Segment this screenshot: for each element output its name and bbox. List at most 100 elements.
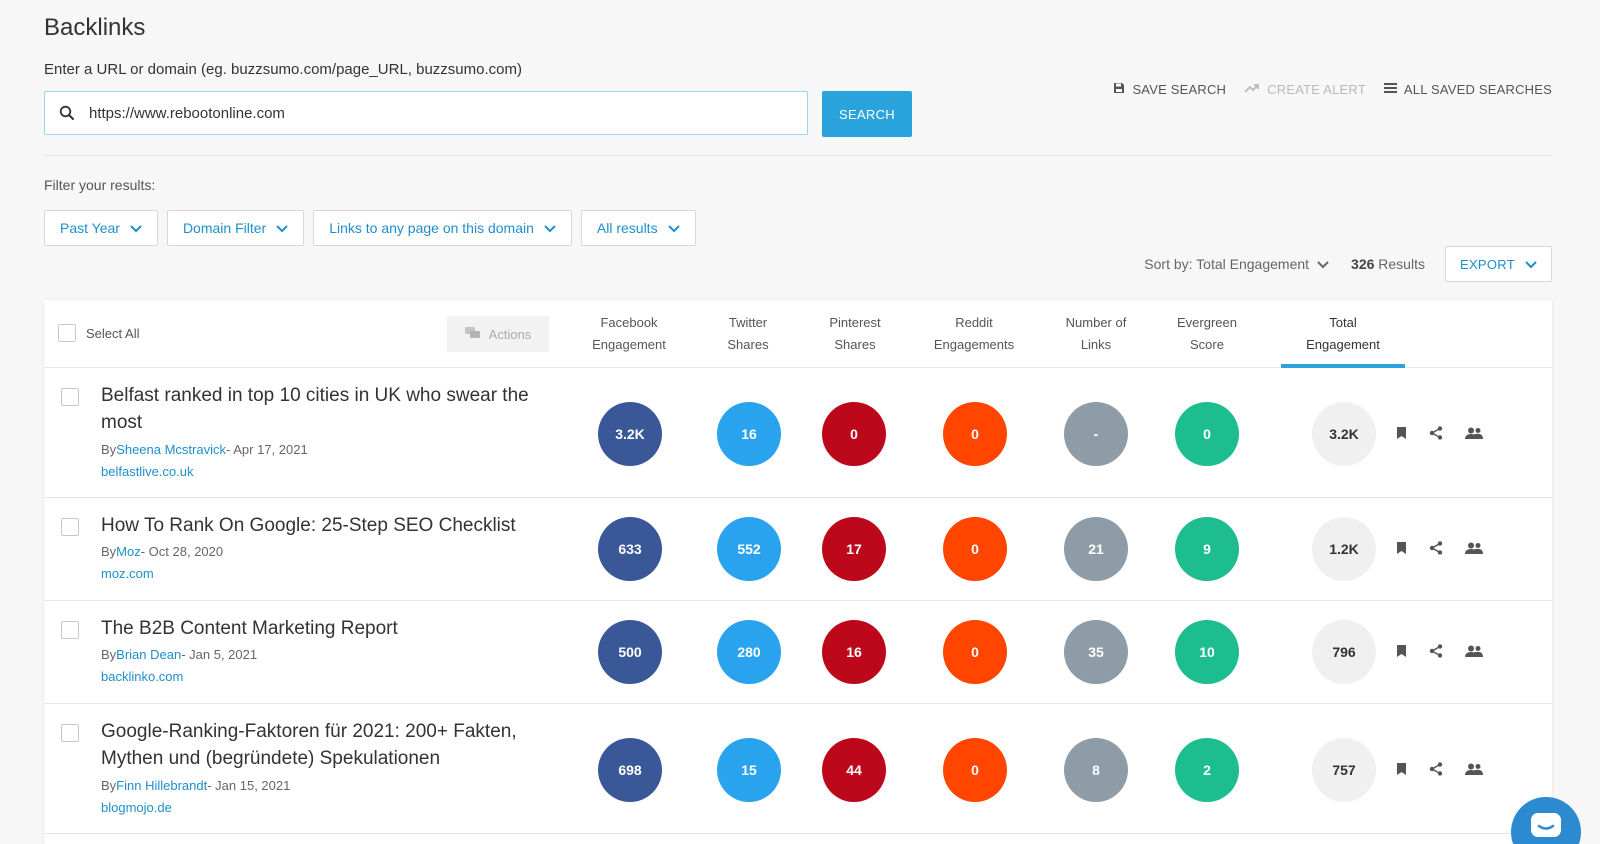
chevron-down-icon bbox=[667, 220, 680, 236]
influencers-icon[interactable] bbox=[1465, 542, 1483, 555]
select-all-checkbox[interactable] bbox=[58, 324, 76, 342]
by-label: By bbox=[101, 442, 117, 457]
table-row: Belfast ranked in top 10 cities in UK wh… bbox=[44, 368, 1552, 498]
actions-label: Actions bbox=[488, 326, 532, 342]
actions-button[interactable]: Actions bbox=[447, 316, 549, 352]
chat-icon bbox=[1529, 811, 1563, 842]
evergreen-score-value: 2 bbox=[1175, 738, 1239, 802]
twitter-shares-value: 15 bbox=[717, 738, 781, 802]
create-alert-button[interactable]: CREATE ALERT bbox=[1244, 82, 1366, 97]
bookmark-icon[interactable] bbox=[1396, 644, 1407, 658]
row-checkbox[interactable] bbox=[61, 518, 79, 536]
col-facebook-line1: Facebook bbox=[600, 315, 658, 330]
trending-up-icon bbox=[1244, 82, 1260, 97]
filter-results-label: All results bbox=[596, 220, 658, 236]
row-checkbox[interactable] bbox=[61, 388, 79, 406]
row-checkbox[interactable] bbox=[61, 621, 79, 639]
reddit-engagements-value: 0 bbox=[943, 620, 1007, 684]
pinterest-shares-value: 16 bbox=[822, 620, 886, 684]
sort-dropdown[interactable]: Sort by: Total Engagement bbox=[1144, 256, 1329, 272]
author-link[interactable]: Brian Dean bbox=[116, 647, 182, 662]
chevron-down-icon bbox=[1317, 256, 1329, 272]
bookmark-icon[interactable] bbox=[1396, 426, 1407, 440]
filter-date-label: Past Year bbox=[60, 220, 120, 236]
reddit-engagements-value: 0 bbox=[943, 517, 1007, 581]
evergreen-score-value: 9 bbox=[1175, 517, 1239, 581]
article-meta: ByBrian Dean- Jan 5, 2021 bbox=[101, 647, 257, 662]
col-links-line1: Number of bbox=[1065, 315, 1127, 330]
search-box bbox=[44, 91, 808, 135]
all-saved-searches-label: ALL SAVED SEARCHES bbox=[1403, 82, 1552, 97]
filter-domain-dropdown[interactable]: Domain Filter bbox=[166, 210, 305, 246]
col-links-line2: Links bbox=[1080, 337, 1112, 352]
number-of-links-value: 21 bbox=[1064, 517, 1128, 581]
number-of-links-value: 8 bbox=[1064, 738, 1128, 802]
col-twitter[interactable]: Twitter Shares bbox=[688, 312, 808, 356]
col-evergreen-line1: Evergreen bbox=[1177, 315, 1237, 330]
evergreen-score-value: 10 bbox=[1175, 620, 1239, 684]
author-link[interactable]: Moz bbox=[116, 544, 141, 559]
col-twitter-line1: Twitter bbox=[728, 315, 768, 330]
results-count: 326 Results bbox=[1351, 256, 1425, 272]
results-number: 326 bbox=[1351, 256, 1375, 272]
influencers-icon[interactable] bbox=[1465, 427, 1483, 440]
col-facebook[interactable]: Facebook Engagement bbox=[569, 312, 689, 356]
article-title-link[interactable]: Google-Ranking-Faktoren für 2021: 200+ F… bbox=[101, 721, 517, 769]
col-pinterest[interactable]: Pinterest Shares bbox=[795, 312, 915, 356]
domain-link[interactable]: belfastlive.co.uk bbox=[101, 464, 194, 479]
author-link[interactable]: Sheena Mcstravick bbox=[116, 442, 226, 457]
influencers-icon[interactable] bbox=[1465, 763, 1483, 776]
sort-row: Sort by: Total Engagement 326 Results EX… bbox=[1144, 246, 1552, 282]
col-total[interactable]: Total Engagement bbox=[1283, 312, 1403, 356]
col-reddit[interactable]: Reddit Engagements bbox=[914, 312, 1034, 356]
filter-links-dropdown[interactable]: Links to any page on this domain bbox=[313, 210, 572, 246]
select-all[interactable]: Select All bbox=[58, 324, 139, 342]
table-row: Google-Ranking-Faktoren für 2021: 200+ F… bbox=[44, 704, 1552, 834]
save-search-button[interactable]: SAVE SEARCH bbox=[1113, 82, 1226, 97]
col-facebook-line2: Engagement bbox=[592, 337, 666, 352]
col-twitter-line2: Shares bbox=[727, 337, 769, 352]
table-body: Belfast ranked in top 10 cities in UK wh… bbox=[44, 368, 1552, 834]
filter-links-label: Links to any page on this domain bbox=[329, 220, 534, 236]
domain-link[interactable]: blogmojo.de bbox=[101, 800, 172, 815]
evergreen-score-value: 0 bbox=[1175, 402, 1239, 466]
share-icon[interactable] bbox=[1429, 762, 1443, 776]
bookmark-icon[interactable] bbox=[1396, 541, 1407, 555]
divider bbox=[44, 155, 1552, 156]
total-engagement-value: 1.2K bbox=[1312, 517, 1376, 581]
filter-results-dropdown[interactable]: All results bbox=[580, 210, 696, 246]
row-checkbox[interactable] bbox=[61, 724, 79, 742]
col-evergreen[interactable]: Evergreen Score bbox=[1147, 312, 1267, 356]
row-actions bbox=[1396, 762, 1483, 776]
article-title-link[interactable]: Belfast ranked in top 10 cities in UK wh… bbox=[101, 385, 529, 433]
facebook-engagement-value: 3.2K bbox=[598, 402, 662, 466]
pinterest-shares-value: 0 bbox=[822, 402, 886, 466]
search-input[interactable] bbox=[89, 104, 807, 122]
share-icon[interactable] bbox=[1429, 426, 1443, 440]
domain-link[interactable]: moz.com bbox=[101, 566, 154, 581]
col-reddit-line1: Reddit bbox=[955, 315, 993, 330]
author-link[interactable]: Finn Hillebrandt bbox=[116, 778, 208, 793]
comments-icon bbox=[464, 326, 481, 342]
all-saved-searches-button[interactable]: ALL SAVED SEARCHES bbox=[1383, 82, 1552, 97]
results-suffix: Results bbox=[1374, 256, 1425, 272]
article-title-link[interactable]: The B2B Content Marketing Report bbox=[101, 618, 398, 639]
col-links[interactable]: Number of Links bbox=[1036, 312, 1156, 356]
share-icon[interactable] bbox=[1429, 644, 1443, 658]
export-button[interactable]: EXPORT bbox=[1444, 246, 1552, 282]
chevron-down-icon bbox=[276, 220, 288, 236]
influencers-icon[interactable] bbox=[1465, 645, 1483, 658]
export-label: EXPORT bbox=[1459, 256, 1515, 272]
bookmark-icon[interactable] bbox=[1396, 762, 1407, 776]
search-button[interactable]: SEARCH bbox=[822, 91, 912, 137]
twitter-shares-value: 280 bbox=[717, 620, 781, 684]
col-evergreen-line2: Score bbox=[1190, 337, 1224, 352]
page-title: Backlinks bbox=[44, 14, 146, 41]
share-icon[interactable] bbox=[1429, 541, 1443, 555]
active-sort-underline bbox=[1281, 364, 1405, 368]
publish-date: - Oct 28, 2020 bbox=[140, 544, 224, 559]
domain-link[interactable]: backlinko.com bbox=[101, 669, 184, 684]
filter-date-dropdown[interactable]: Past Year bbox=[44, 210, 158, 246]
article-title-link[interactable]: How To Rank On Google: 25-Step SEO Check… bbox=[101, 515, 516, 536]
row-actions bbox=[1396, 426, 1483, 440]
